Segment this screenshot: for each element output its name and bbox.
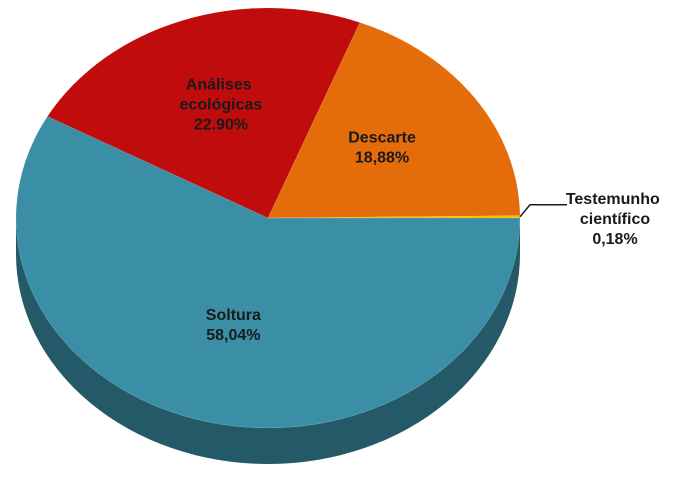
label-line: Soltura [206, 307, 261, 324]
slice-label: Análises ecológicas [180, 76, 263, 113]
leader-line [519, 204, 567, 218]
label-line: Análises [186, 76, 256, 93]
slice-label: Soltura [206, 307, 261, 324]
slice [47, 7, 361, 219]
value-label: 58,04% [206, 327, 260, 344]
slice [267, 22, 521, 219]
slice [15, 116, 521, 429]
slice-label: Testemunho científico [566, 191, 664, 228]
value-label: 0,18% [592, 231, 637, 248]
slice-label: Descarte [348, 129, 416, 146]
value-label: 18,88% [355, 149, 409, 166]
slice-side [16, 218, 520, 464]
label-line: Testemunho [566, 191, 664, 208]
value-label: 22.90% [194, 116, 248, 133]
label-line: ecológicas [180, 96, 263, 113]
label-line: Descarte [348, 129, 416, 146]
label-line: científico [580, 211, 650, 228]
